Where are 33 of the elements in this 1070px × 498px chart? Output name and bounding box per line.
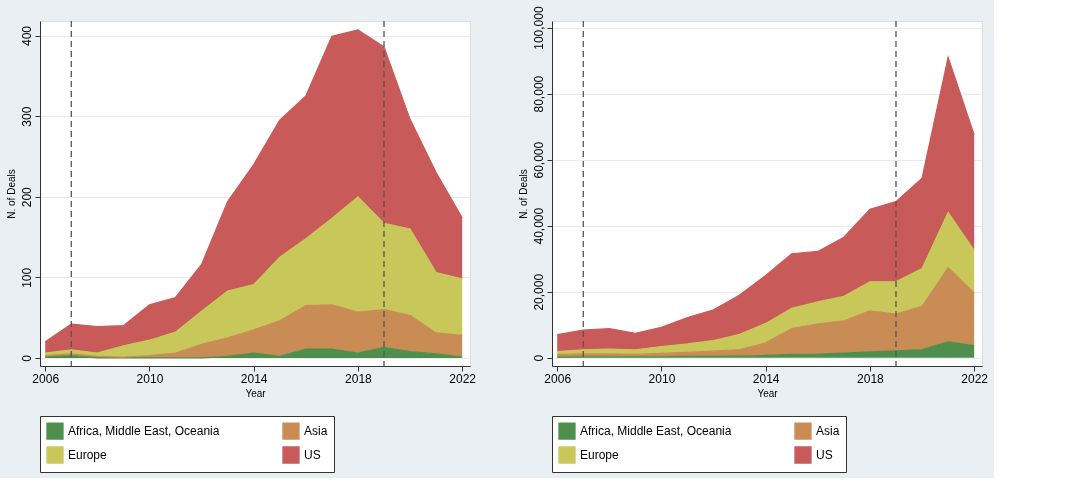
y-tick-label: 80,000 <box>531 75 546 113</box>
y-axis-title: N. of Deals <box>5 169 17 219</box>
x-axis-title: Year <box>757 387 779 399</box>
y-tick-label: 20,000 <box>531 273 546 311</box>
legend-label: Africa, Middle East, Oceania <box>68 424 220 439</box>
y-tick-label: 100,000 <box>531 6 546 50</box>
x-tick-label: 2018 <box>857 371 885 386</box>
x-tick-label: 2006 <box>544 371 572 386</box>
x-tick-label: 2014 <box>240 371 268 386</box>
y-tick-label: 60,000 <box>531 141 546 179</box>
legend-label: Europe <box>68 448 108 462</box>
legend-label: Europe <box>580 448 620 462</box>
legend-label: Asia <box>304 424 328 439</box>
legend-label: Asia <box>816 424 840 439</box>
x-tick-label: 2006 <box>32 371 60 386</box>
y-tick-label: 100 <box>19 267 34 288</box>
x-tick-label: 2022 <box>449 371 477 386</box>
y-axis-title: N. of Deals <box>517 169 529 219</box>
x-tick-label: 2010 <box>136 371 164 386</box>
y-tick-label: 0 <box>19 354 34 362</box>
legend-label: US <box>304 448 321 462</box>
legend-label: US <box>816 448 833 462</box>
x-tick-label: 2014 <box>752 371 780 386</box>
x-tick-label: 2022 <box>961 371 989 386</box>
y-tick-label: 0 <box>531 354 546 362</box>
y-tick-label: 300 <box>19 106 34 127</box>
legend-label: Africa, Middle East, Oceania <box>580 424 732 439</box>
x-tick-label: 2018 <box>345 371 373 386</box>
y-tick-label: 200 <box>19 186 34 208</box>
y-tick-label: 40,000 <box>531 207 546 245</box>
x-tick-label: 2010 <box>648 371 676 386</box>
x-axis-title: Year <box>245 387 267 399</box>
y-tick-label: 400 <box>19 25 34 47</box>
